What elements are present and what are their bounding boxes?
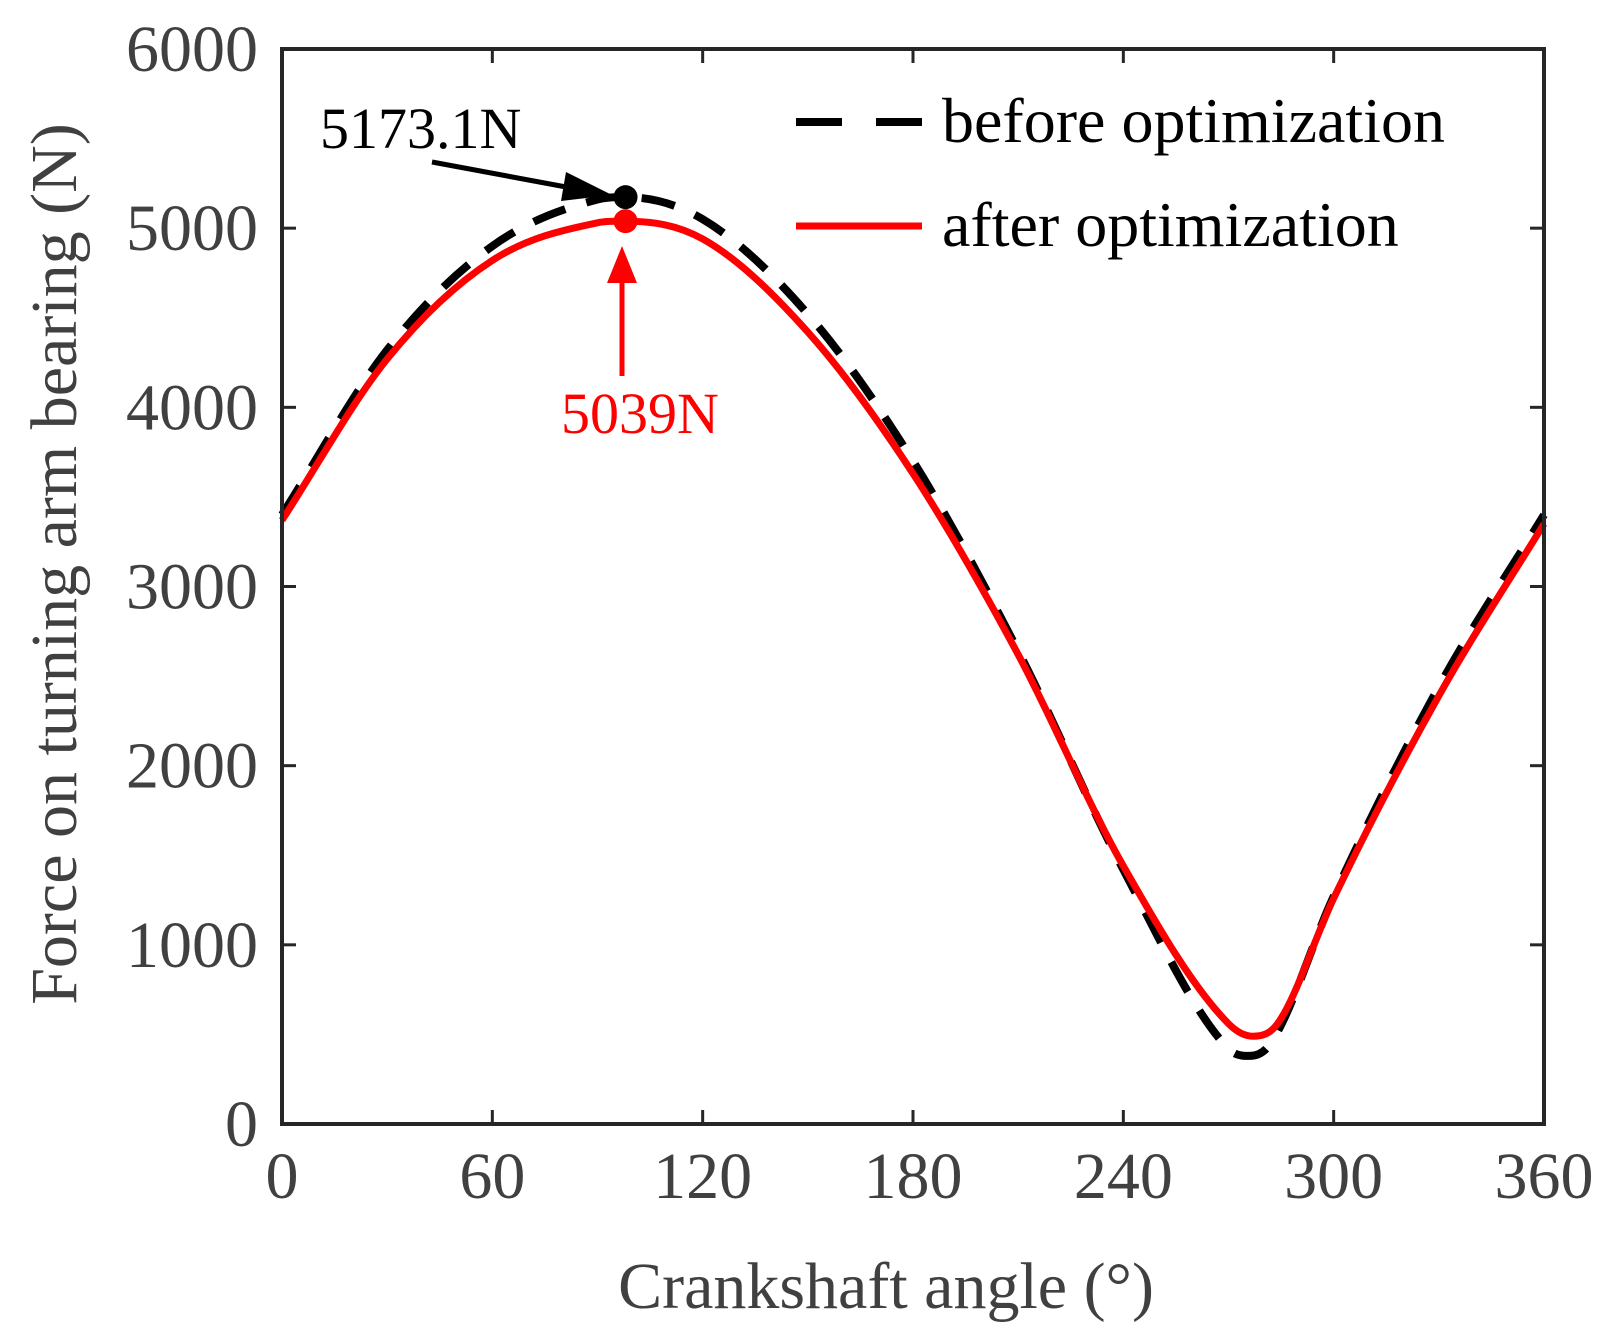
legend: before optimization after optimization xyxy=(796,85,1445,260)
x-tick-label: 360 xyxy=(1495,1140,1594,1213)
peak-marker-before xyxy=(613,185,638,210)
legend-label-before: before optimization xyxy=(942,85,1445,156)
series-line-after xyxy=(279,217,1547,1040)
x-tick-label: 300 xyxy=(1284,1140,1383,1213)
y-axis-title: Force on turning arm bearing (N) xyxy=(18,123,91,1005)
x-tick-label: 60 xyxy=(459,1140,525,1213)
y-tick-label: 3000 xyxy=(126,551,258,624)
x-tick-label: 240 xyxy=(1074,1140,1173,1213)
y-tick-label: 2000 xyxy=(126,730,258,803)
series-layer xyxy=(278,193,1548,1060)
x-axis-title: Crankshaft angle (°) xyxy=(618,1250,1154,1323)
arrow-head-after xyxy=(607,246,637,283)
x-tick-label: 120 xyxy=(653,1140,752,1213)
x-tick-label: 0 xyxy=(266,1140,299,1213)
legend-label-after: after optimization xyxy=(942,189,1399,260)
annotation-layer: 5173.1N 5039N xyxy=(320,96,719,446)
tick-layer: 0 60 120 180 240 300 360 0 1000 2000 3000 4000 5000 6… xyxy=(126,13,1594,1213)
annotation-after: 5039N xyxy=(561,381,719,446)
y-tick-label: 5000 xyxy=(126,192,258,265)
y-tick-label: 0 xyxy=(225,1088,258,1161)
y-tick-label: 6000 xyxy=(126,13,258,86)
arrow-head-before xyxy=(561,172,612,201)
annotation-before: 5173.1N xyxy=(320,96,521,161)
x-tick-label: 180 xyxy=(864,1140,963,1213)
y-tick-label: 4000 xyxy=(126,371,258,444)
peak-marker-after xyxy=(613,209,638,234)
y-tick-label: 1000 xyxy=(126,909,258,982)
